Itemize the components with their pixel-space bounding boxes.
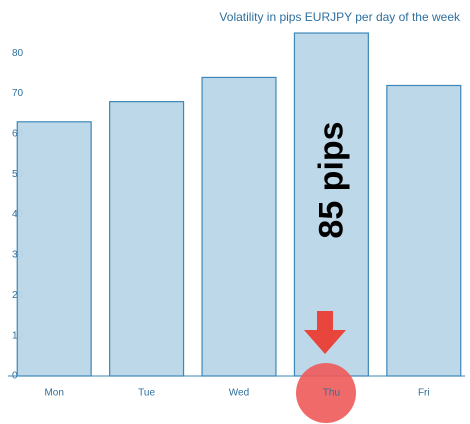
arrow-shaft [317,311,333,333]
x-tick-label: Mon [44,388,63,399]
x-tick-label: Tue [138,388,155,399]
x-tick-label: Thu [323,388,340,399]
y-tick-label: 70 [12,88,24,99]
highlight-circle [296,363,356,423]
bar [201,76,277,377]
bar [16,121,92,377]
chart-title: Volatility in pips EURJPY per day of the… [219,10,461,24]
y-tick-label: 80 [12,48,24,59]
x-tick-label: Wed [229,388,249,399]
bar [386,84,462,377]
highlight [296,311,356,423]
x-tick-label: Fri [418,388,430,399]
arrow-head [304,330,346,354]
annotation: 85 pips [312,121,350,238]
bar [109,101,185,377]
